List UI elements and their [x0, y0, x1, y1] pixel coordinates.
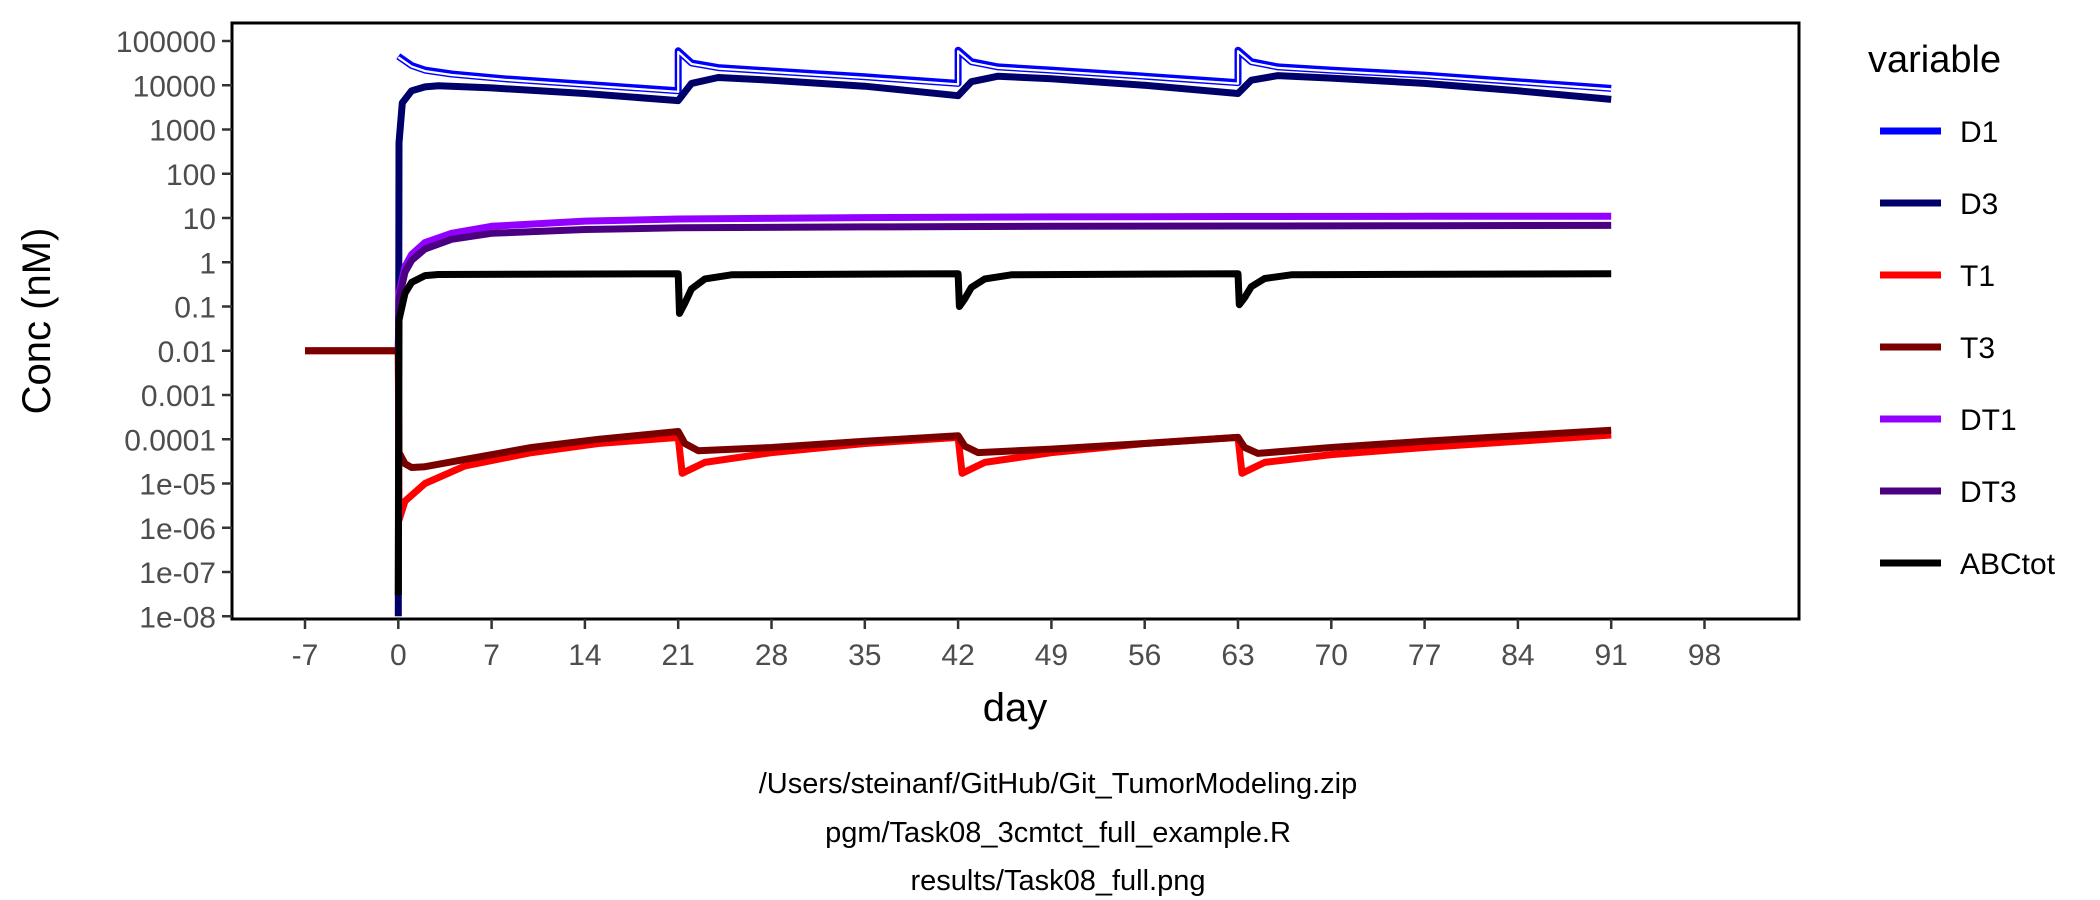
- caption-line-1: /Users/steinanf/GitHub/Git_TumorModeling…: [759, 768, 1358, 800]
- y-axis: 1e-08 1e-07 1e-06 1e-05 0.0001 0.001 0.01 0.1 1 1…: [116, 26, 232, 634]
- y-tick-label: 0.0001: [124, 424, 216, 457]
- legend: D1 D3 T1 T3 DT1 DT3 ABCtot: [1880, 116, 2056, 581]
- x-tick-label: 56: [1128, 639, 1161, 672]
- series-line-dt3: [394, 221, 1612, 351]
- y-tick-label: 1e-05: [139, 469, 216, 502]
- series-line-d3: [394, 72, 1612, 617]
- x-tick-label: 7: [483, 639, 500, 672]
- caption-line-2: pgm/Task08_3cmtct_full_example.R: [825, 817, 1291, 849]
- plot-panel: [230, 21, 1801, 621]
- x-tick-label: 14: [568, 639, 601, 672]
- series-highlight-d1: [397, 50, 1612, 93]
- x-tick-label: 0: [390, 639, 407, 672]
- x-tick-label: 91: [1595, 639, 1628, 672]
- x-tick-label: 35: [848, 639, 881, 672]
- y-tick-label: 100000: [116, 26, 216, 59]
- legend-label-abctot: ABCtot: [1960, 548, 2056, 581]
- y-tick-label: 1: [199, 247, 216, 280]
- series-line-t3: [305, 347, 1612, 471]
- y-tick-label: 100: [166, 159, 216, 192]
- series-layer: [305, 46, 1612, 617]
- caption-line-3: results/Task08_full.png: [911, 865, 1206, 897]
- x-tick-label: 77: [1408, 639, 1441, 672]
- x-tick-label: -7: [292, 639, 319, 672]
- y-tick-label: 1e-08: [139, 601, 216, 634]
- x-tick-label: 21: [662, 639, 695, 672]
- legend-title: variable: [1868, 39, 2001, 81]
- legend-label-t3: T3: [1960, 332, 1995, 365]
- x-tick-label: 49: [1035, 639, 1068, 672]
- x-tick-label: 42: [941, 639, 974, 672]
- y-tick-label: 10000: [133, 70, 216, 103]
- legend-label-t1: T1: [1960, 260, 1995, 293]
- x-tick-label: 98: [1688, 639, 1721, 672]
- y-tick-label: 1e-07: [139, 557, 216, 590]
- y-axis-title: Conc (nM): [15, 228, 59, 415]
- legend-label-dt3: DT3: [1960, 476, 2017, 509]
- y-tick-label: 1e-06: [139, 513, 216, 546]
- y-tick-label: 0.01: [158, 336, 216, 369]
- x-axis-title: day: [983, 686, 1048, 730]
- y-tick-label: 1000: [149, 115, 216, 148]
- x-tick-label: 84: [1501, 639, 1534, 672]
- y-tick-label: 0.001: [141, 380, 216, 413]
- x-tick-label: 28: [755, 639, 788, 672]
- y-tick-label: 10: [183, 203, 216, 236]
- legend-label-d1: D1: [1960, 116, 1998, 149]
- x-tick-label: 70: [1315, 639, 1348, 672]
- x-tick-label: 63: [1221, 639, 1254, 672]
- y-tick-label: 0.1: [174, 292, 216, 325]
- legend-label-dt1: DT1: [1960, 404, 2017, 437]
- series-line-abctot: [394, 270, 1612, 596]
- x-axis: -7 0 7 14 21 28 35 42 49 56 63 70 77 84 91 98: [292, 619, 1721, 672]
- legend-label-d3: D3: [1960, 188, 1998, 221]
